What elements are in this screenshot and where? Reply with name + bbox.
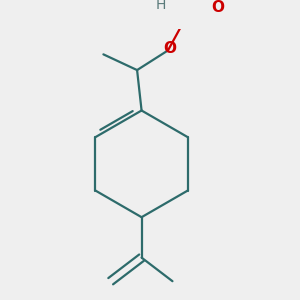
Text: H: H (156, 0, 166, 12)
Text: O: O (164, 41, 177, 56)
Text: O: O (211, 0, 224, 15)
